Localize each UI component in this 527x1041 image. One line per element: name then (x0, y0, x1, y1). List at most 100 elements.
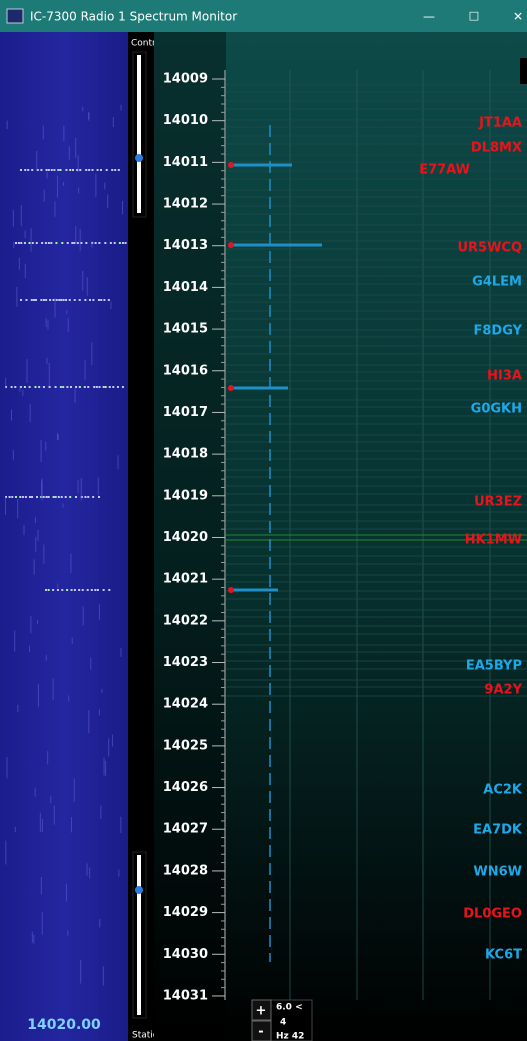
waterfall-dot (15, 242, 17, 244)
plus-button[interactable] (251, 999, 272, 1021)
waterfall-dot (80, 496, 83, 498)
waterfall-dot (111, 169, 114, 171)
waterfall-dot (66, 386, 69, 388)
waterfall-dot (60, 496, 63, 498)
waterfall-streak (102, 966, 104, 986)
waterfall-streak (35, 537, 37, 552)
waterfall-streak (100, 805, 102, 820)
waterfall-streak (67, 929, 69, 936)
waterfall-dot (117, 169, 120, 171)
waterfall-dot (53, 169, 56, 171)
waterfall-dot (97, 299, 100, 301)
waterfall-streak (57, 175, 59, 198)
waterfall-dot (11, 496, 14, 498)
spot-call: UR3EZ (474, 495, 522, 510)
minus-button[interactable] (251, 1020, 272, 1041)
waterfall-streak (33, 559, 35, 575)
maximize-button[interactable]: ☐ (469, 10, 480, 24)
waterfall-dot (114, 169, 117, 171)
waterfall-dot (47, 589, 50, 591)
frequency-label: 14011 (163, 155, 208, 170)
waterfall-streak (19, 386, 21, 392)
waterfall-streak (36, 620, 38, 625)
waterfall-dot (96, 589, 99, 591)
waterfall-streak (34, 787, 36, 797)
waterfall-streak (77, 155, 79, 172)
minimize-button[interactable]: — (423, 10, 435, 24)
waterfall-streak (52, 678, 54, 701)
waterfall-dot (112, 386, 115, 388)
static-thumb[interactable] (135, 886, 143, 894)
waterfall-streak (12, 209, 14, 227)
waterfall-streak (112, 116, 114, 128)
waterfall-dot (124, 242, 127, 244)
waterfall-dot (28, 242, 31, 244)
waterfall-streak (88, 710, 90, 734)
waterfall-dot (47, 496, 50, 498)
waterfall-dot (93, 386, 96, 388)
waterfall-dot (108, 386, 111, 388)
waterfall-dot (56, 589, 59, 591)
waterfall-dot (45, 299, 48, 301)
waterfall-dot (78, 299, 81, 301)
spectrum-panel (154, 32, 527, 1041)
waterfall-streak (29, 403, 31, 422)
waterfall-streak (73, 778, 75, 802)
waterfall-dot (41, 242, 44, 244)
waterfall-dot (25, 299, 28, 301)
waterfall-streak (14, 826, 16, 833)
waterfall-dot (55, 299, 58, 301)
waterfall-dot (71, 169, 74, 171)
waterfall-dot (84, 496, 87, 498)
waterfall-streak (12, 449, 14, 460)
waterfall-dot (100, 299, 103, 301)
contrast-thumb[interactable] (135, 154, 143, 162)
waterfall-streak (26, 359, 28, 384)
waterfall-dot (69, 169, 72, 171)
waterfall-streak (57, 434, 59, 441)
waterfall-streak (75, 226, 77, 244)
waterfall-dot (35, 242, 38, 244)
frequency-label: 14014 (163, 280, 208, 295)
waterfall-streak (66, 310, 68, 315)
waterfall-dot (45, 496, 48, 498)
waterfall-streak (70, 553, 72, 573)
spot-call: HI3A (487, 369, 522, 384)
waterfall-dot (54, 496, 57, 498)
waterfall-dot (34, 386, 37, 388)
signals (228, 162, 322, 593)
waterfall-dot (27, 169, 30, 171)
frequency-scale: 14009 14010 14011 14012 14013 14014 14015 14016… (163, 72, 225, 1003)
waterfall-dot (98, 496, 101, 498)
waterfall-dot (21, 496, 24, 498)
waterfall-dot (92, 496, 95, 498)
waterfall-streak (110, 301, 112, 310)
waterfall-streak (34, 517, 36, 524)
filter-line: 6.0 < (276, 1003, 303, 1013)
spot-call: EA7DK (473, 823, 523, 838)
waterfall-dot (38, 386, 41, 388)
waterfall-dot (75, 386, 78, 388)
waterfall-streak (46, 171, 48, 179)
frequency-display: 14020.00 (27, 1017, 101, 1033)
waterfall-dot (68, 299, 71, 301)
waterfall-streak (117, 455, 119, 470)
waterfall-streak (39, 812, 41, 832)
waterfall-streak (111, 734, 113, 747)
frequency-label: 14028 (163, 863, 208, 878)
waterfall-streak (62, 503, 64, 508)
waterfall-streak (30, 616, 32, 634)
plus-label: + (256, 1004, 267, 1019)
close-button[interactable]: ✕ (513, 10, 523, 24)
waterfall-streak (121, 200, 123, 215)
spot-call: UR5WCQ (457, 241, 522, 256)
waterfall-dot (32, 299, 35, 301)
waterfall-dot (42, 386, 45, 388)
waterfall-streak (45, 318, 47, 328)
waterfall-streak (6, 756, 8, 779)
waterfall-streak (67, 318, 69, 332)
waterfall-streak (74, 388, 76, 403)
waterfall-dot (103, 299, 106, 301)
waterfall-dot (79, 169, 82, 171)
